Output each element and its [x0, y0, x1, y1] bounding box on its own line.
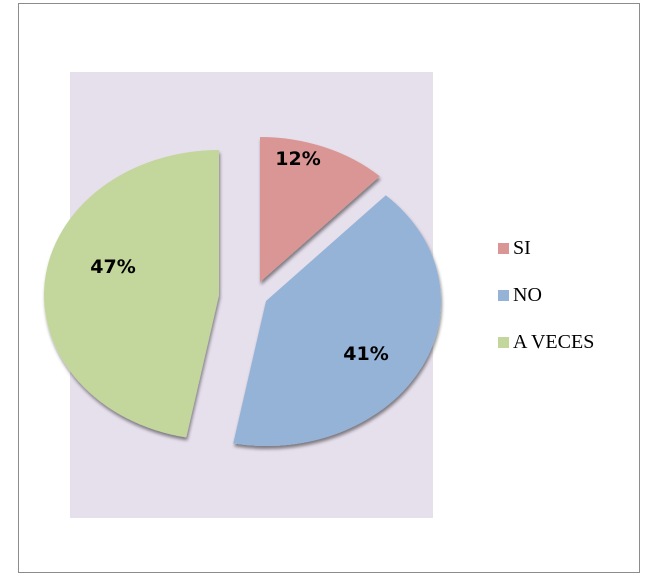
slice-label-no: 41%	[343, 343, 388, 365]
legend-swatch-no	[498, 289, 509, 301]
legend-item-si: SI	[498, 232, 594, 264]
legend-label-a-veces: A VECES	[513, 330, 595, 353]
pie-slice-si	[260, 137, 380, 282]
slice-label-si: 12%	[275, 148, 320, 170]
pie-slice-no	[233, 195, 441, 446]
pie-slice-a-veces	[44, 150, 220, 438]
legend-swatch-a-veces	[498, 336, 509, 348]
legend-label-si: SI	[513, 236, 531, 259]
legend-swatch-si	[498, 242, 509, 254]
legend-item-a-veces: A VECES	[498, 326, 594, 358]
slice-label-a-veces: 47%	[90, 256, 135, 278]
legend: SI NO A VECES	[498, 232, 594, 373]
legend-item-no: NO	[498, 279, 594, 311]
legend-label-no: NO	[513, 283, 542, 306]
